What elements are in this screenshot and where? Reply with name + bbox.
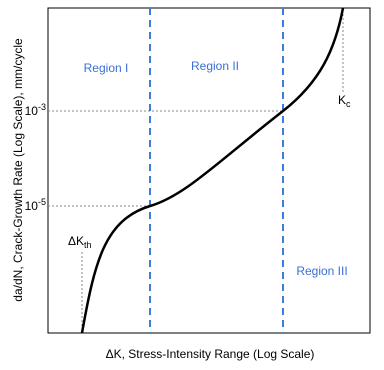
x-axis-label: ΔK, Stress-Intensity Range (Log Scale): [106, 347, 315, 361]
tick-base: 10: [25, 104, 39, 118]
tick-exponent: -5: [38, 197, 46, 207]
region-label: Region III: [296, 264, 347, 278]
y-axis-label: da/dN, Crack-Growth Rate (Log Scale), mm…: [11, 38, 25, 302]
annotation-main: K: [338, 93, 346, 107]
region-label: Region I: [84, 61, 129, 75]
tick-exponent: -3: [38, 102, 46, 112]
growth-curve: [80, 7, 345, 334]
annotation: Kc: [338, 93, 351, 109]
tick-base: 10: [25, 199, 39, 213]
y-tick-label: 10-5: [25, 197, 46, 213]
y-tick-label: 10-3: [25, 102, 46, 118]
annotation-sub: th: [84, 240, 92, 250]
annotation-main: ΔK: [68, 234, 84, 248]
plot-frame: [47, 7, 371, 334]
annotation-sub: c: [346, 99, 351, 109]
annotation: ΔKth: [68, 234, 92, 250]
region-label: Region II: [191, 59, 239, 73]
